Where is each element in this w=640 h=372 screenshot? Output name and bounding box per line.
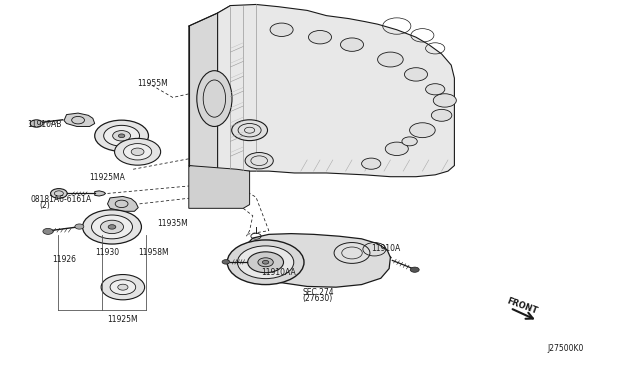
Circle shape: [258, 258, 273, 267]
Circle shape: [431, 109, 452, 121]
Text: 08181A6-6161A: 08181A6-6161A: [31, 195, 92, 203]
Circle shape: [248, 252, 284, 273]
Circle shape: [237, 246, 294, 279]
Circle shape: [262, 260, 269, 264]
Text: 11910AB: 11910AB: [28, 120, 62, 129]
Circle shape: [110, 280, 136, 295]
Polygon shape: [218, 4, 454, 177]
Circle shape: [378, 52, 403, 67]
Circle shape: [75, 224, 84, 229]
Circle shape: [410, 267, 419, 272]
Circle shape: [222, 260, 230, 264]
Circle shape: [232, 120, 268, 141]
Circle shape: [404, 68, 428, 81]
Text: (27630): (27630): [302, 294, 332, 303]
Circle shape: [410, 123, 435, 138]
Circle shape: [124, 144, 152, 160]
Circle shape: [118, 284, 128, 290]
Ellipse shape: [197, 71, 232, 126]
Text: (2): (2): [40, 201, 51, 210]
Text: 11910A: 11910A: [371, 244, 401, 253]
Text: 11925MA: 11925MA: [90, 173, 125, 182]
Circle shape: [51, 189, 67, 198]
Circle shape: [426, 84, 445, 95]
Text: 11930: 11930: [95, 248, 119, 257]
Text: 11958M: 11958M: [138, 248, 169, 257]
Text: J27500K0: J27500K0: [547, 344, 584, 353]
Text: SEC.274: SEC.274: [302, 288, 333, 296]
Text: 11910AA: 11910AA: [261, 268, 296, 277]
Polygon shape: [189, 6, 240, 173]
Circle shape: [104, 125, 140, 146]
Text: 11926: 11926: [52, 255, 77, 264]
Text: 11935M: 11935M: [157, 219, 188, 228]
Circle shape: [385, 142, 408, 155]
Text: 11925M: 11925M: [108, 315, 138, 324]
Circle shape: [270, 23, 293, 36]
Circle shape: [95, 120, 148, 151]
Circle shape: [30, 120, 43, 127]
Circle shape: [108, 225, 116, 229]
Circle shape: [43, 228, 53, 234]
Polygon shape: [95, 191, 106, 196]
Circle shape: [101, 275, 145, 300]
Circle shape: [131, 148, 144, 155]
Circle shape: [113, 131, 131, 141]
Circle shape: [100, 220, 124, 234]
Circle shape: [340, 38, 364, 51]
Polygon shape: [189, 166, 250, 208]
Text: 11955M: 11955M: [138, 79, 168, 88]
Circle shape: [227, 240, 304, 285]
Polygon shape: [64, 113, 95, 126]
Circle shape: [118, 134, 125, 138]
Circle shape: [92, 215, 132, 239]
Circle shape: [362, 158, 381, 169]
Circle shape: [433, 94, 456, 107]
Circle shape: [115, 138, 161, 165]
Circle shape: [334, 243, 370, 263]
Circle shape: [245, 153, 273, 169]
Polygon shape: [108, 196, 138, 211]
Polygon shape: [246, 234, 390, 287]
Circle shape: [402, 137, 417, 146]
Text: FRONT: FRONT: [506, 296, 539, 315]
Circle shape: [83, 210, 141, 244]
Circle shape: [308, 31, 332, 44]
